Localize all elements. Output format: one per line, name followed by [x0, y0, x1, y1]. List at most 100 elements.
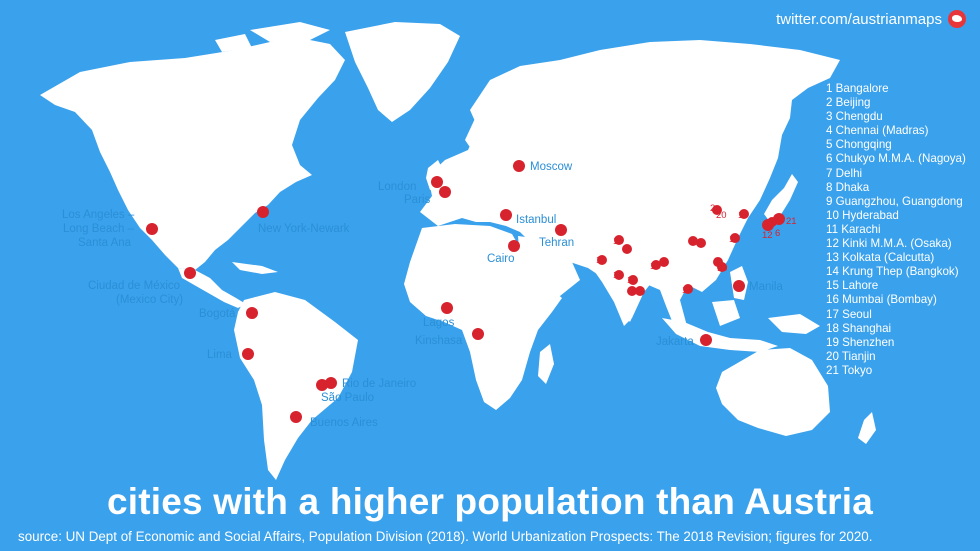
legend-item: 7 Delhi — [826, 166, 863, 180]
label-19: 19 — [717, 263, 728, 274]
label-14: 14 — [682, 285, 693, 296]
label-6: 6 — [775, 228, 780, 239]
mexico-city-label-1: Ciudad de México — [88, 280, 180, 292]
kinshasa-marker[interactable] — [472, 328, 484, 340]
marker-10-hyderabad[interactable] — [628, 275, 638, 285]
tehran-marker[interactable] — [555, 224, 567, 236]
bogota-marker[interactable] — [246, 307, 258, 319]
marker-13-kolkata[interactable] — [651, 260, 661, 270]
marker-5-chongqing[interactable] — [696, 238, 706, 248]
marker-16-mumbai[interactable] — [614, 270, 624, 280]
buenos-aires-label: Buenos Aires — [310, 417, 378, 429]
greenland-landmass — [345, 22, 460, 122]
mexico-city-marker[interactable] — [184, 267, 196, 279]
label-17: 17 — [738, 210, 749, 221]
new-york-label: New York-Newark — [258, 223, 350, 235]
london-marker[interactable] — [431, 176, 443, 188]
label-11: 11 — [596, 255, 606, 266]
label-18: 18 — [729, 234, 740, 245]
india-landmass — [588, 256, 660, 326]
lagos-label: Lagos — [423, 317, 455, 329]
moscow-label: Moscow — [530, 161, 573, 173]
legend-item: 8 Dhaka — [826, 180, 870, 194]
lima-marker[interactable] — [242, 348, 254, 360]
south-america-landmass — [234, 292, 358, 480]
legend-item: 11 Karachi — [826, 222, 881, 236]
marker-7-delhi[interactable] — [622, 244, 632, 254]
label-15: 15 — [613, 236, 624, 247]
new-york-marker[interactable] — [257, 206, 269, 218]
legend-item: 3 Chengdu — [826, 110, 883, 124]
moscow-marker[interactable] — [513, 160, 525, 172]
label-20: 20 — [716, 210, 727, 221]
label-7: 7 — [624, 245, 629, 256]
marker-15-lahore[interactable] — [614, 235, 624, 245]
lagos-marker[interactable] — [441, 302, 453, 314]
arctic-islands-landmass — [215, 22, 330, 52]
label-4: 4 — [637, 286, 642, 297]
manila-marker[interactable] — [733, 280, 745, 292]
rio-marker[interactable] — [325, 377, 337, 389]
label-12: 12 — [762, 230, 773, 241]
central-america-landmass — [178, 268, 246, 308]
legend-item: 14 Krung Thep (Bangkok) — [826, 265, 959, 279]
istanbul-label: Istanbul — [516, 214, 556, 226]
madagascar-landmass — [538, 344, 554, 384]
paris-marker[interactable] — [439, 186, 451, 198]
los-angeles-marker[interactable] — [146, 223, 158, 235]
marker-1-bangalore[interactable] — [627, 286, 637, 296]
marker-19-shenzhen[interactable] — [717, 262, 727, 272]
scandinavia-landmass — [465, 96, 515, 156]
tehran-label: Tehran — [539, 237, 574, 249]
legend-item: 20 Tianjin — [826, 349, 876, 363]
headline: cities with a higher population than Aus… — [107, 481, 873, 522]
legend-item: 15 Lahore — [826, 279, 879, 293]
sao-paulo-marker[interactable] — [316, 379, 328, 391]
legend-item: 9 Guangzhou, Guangdong — [826, 194, 963, 208]
marker-18-shanghai[interactable] — [730, 233, 740, 243]
legend-item: 6 Chukyo M.M.A. (Nagoya) — [826, 152, 966, 166]
source-note: source: UN Dept of Economic and Social A… — [18, 529, 873, 544]
label-1: 1 — [629, 286, 634, 297]
legend-item: 12 Kinki M.M.A. (Osaka) — [826, 237, 952, 251]
los-angeles-label-3: Santa Ana — [78, 237, 132, 249]
buenos-aires-marker[interactable] — [290, 411, 302, 423]
marker-17-seoul[interactable] — [739, 209, 749, 219]
cairo-marker[interactable] — [508, 240, 520, 252]
credit-link[interactable]: twitter.com/austrianmaps — [776, 10, 966, 28]
kinshasa-label: Kinshasa — [415, 335, 463, 347]
marker-14-bangkok[interactable] — [683, 284, 693, 294]
legend-item: 1 Bangalore — [826, 82, 889, 95]
cairo-label: Cairo — [487, 253, 514, 265]
marker-4-chennai[interactable] — [635, 286, 645, 296]
label-5: 5 — [698, 239, 703, 250]
los-angeles-label-2: Long Beach – — [63, 223, 135, 235]
label-8: 8 — [662, 257, 667, 268]
marker-3-chengdu[interactable] — [688, 236, 698, 246]
istanbul-marker[interactable] — [500, 209, 512, 221]
legend-item: 4 Chennai (Madras) — [826, 124, 929, 138]
marker-8-dhaka[interactable] — [659, 257, 669, 267]
marker-6-nagoya[interactable] — [767, 217, 777, 227]
manila-label: Manila — [749, 281, 783, 293]
jakarta-marker[interactable] — [700, 334, 712, 346]
new-guinea-landmass — [768, 314, 820, 334]
marker-2-beijing[interactable] — [712, 205, 722, 215]
austria-logo-icon — [948, 10, 966, 28]
rio-label: Rio de Janeiro — [342, 378, 416, 390]
numbered-city-markers: 2 20 17 21 12 6 18 3 5 15 7 11 13 — [596, 203, 797, 297]
indonesia-landmass — [662, 300, 778, 352]
paris-label: Paris — [404, 194, 430, 206]
lima-label: Lima — [207, 349, 233, 361]
north-america-landmass — [40, 38, 345, 270]
label-3: 3 — [689, 236, 694, 247]
new-zealand-landmass — [858, 412, 876, 444]
marker-11-karachi[interactable] — [597, 255, 607, 265]
label-2: 2 — [710, 203, 715, 214]
city-legend: 1 Bangalore 2 Beijing 3 Chengdu 4 Chenna… — [826, 82, 966, 378]
label-9: 9 — [714, 256, 719, 267]
legend-item: 2 Beijing — [826, 96, 871, 110]
credit-text: twitter.com/austrianmaps — [776, 10, 942, 28]
label-10: 10 — [627, 275, 638, 286]
